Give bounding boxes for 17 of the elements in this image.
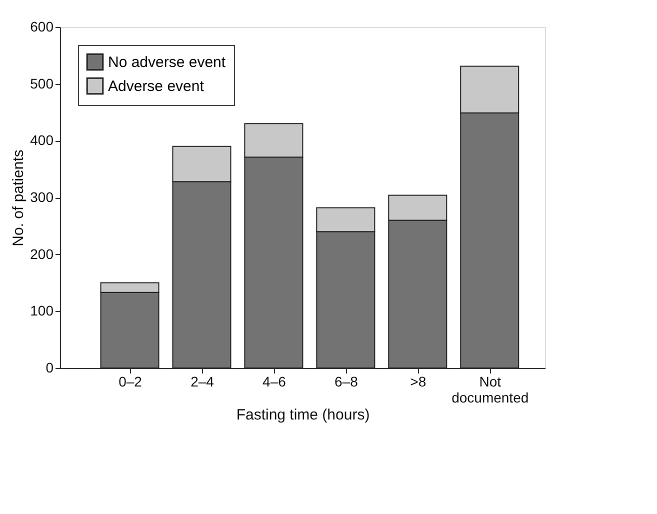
x-tick-label: 0–2 (118, 374, 142, 390)
x-tick-label: >8 (410, 374, 426, 390)
x-axis-title: Fasting time (hours) (236, 406, 370, 424)
y-tick-label: 600 (30, 18, 54, 34)
x-tick-label: 4–6 (262, 374, 286, 390)
y-tick-label: 100 (30, 302, 54, 319)
y-tick-label: 0 (46, 360, 54, 376)
y-tick-label: 500 (30, 75, 54, 92)
x-tick-label: 6–8 (334, 374, 358, 390)
legend-label: No adverse event (108, 54, 226, 71)
y-tick-label: 300 (30, 189, 54, 205)
x-tick-label: Not documented (452, 374, 529, 406)
y-axis-title: No. of patients (10, 150, 28, 246)
x-tick-label: 2–4 (190, 374, 214, 390)
y-tick-label: 200 (30, 246, 54, 262)
legend-label: Adverse event (108, 78, 205, 95)
y-tick-label: 400 (30, 132, 54, 148)
